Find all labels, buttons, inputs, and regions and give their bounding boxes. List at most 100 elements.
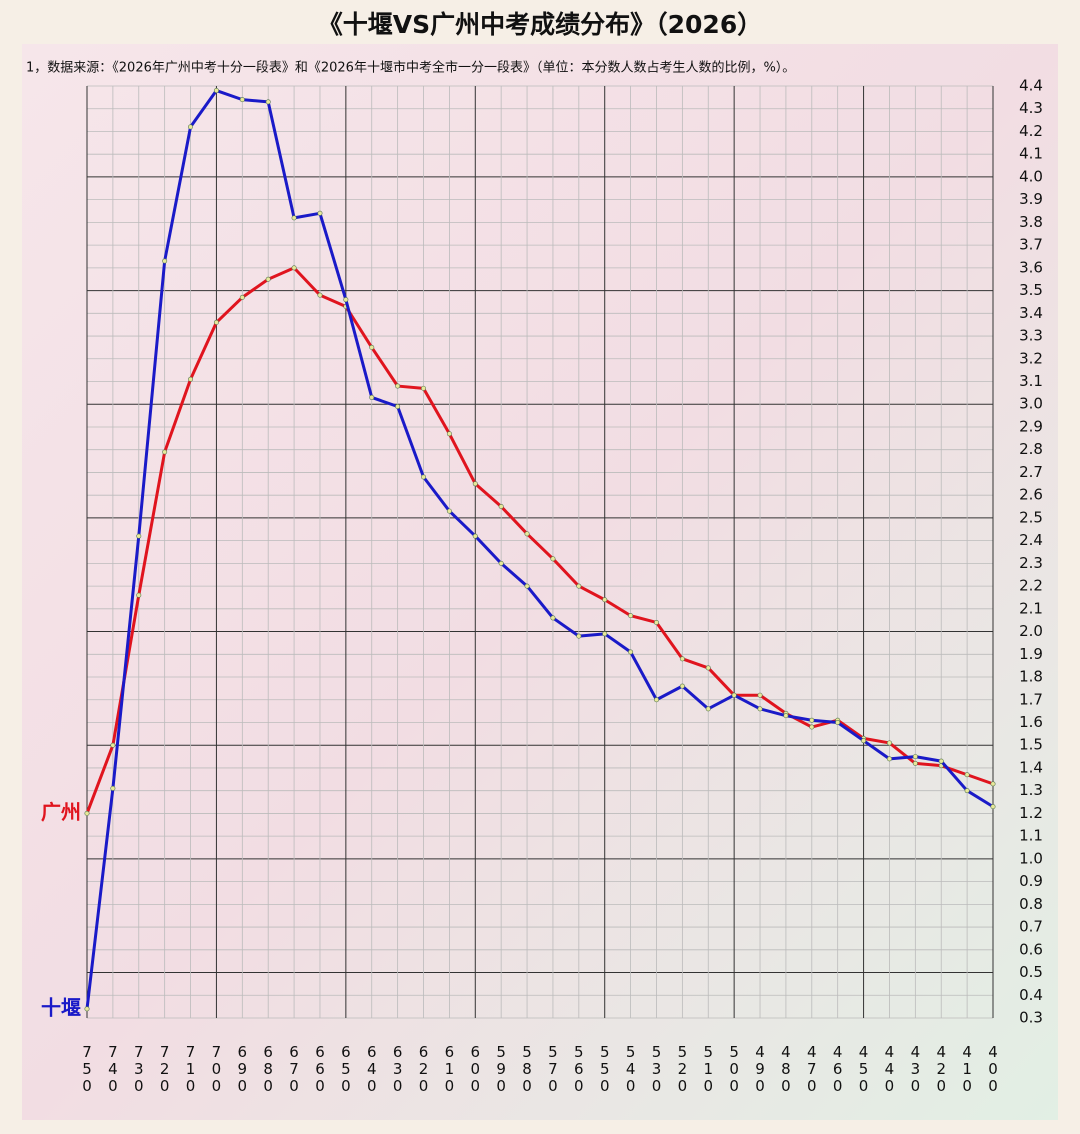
- point: [213, 88, 219, 94]
- point: [498, 560, 504, 566]
- point: [938, 758, 944, 764]
- point: [912, 760, 918, 766]
- plot-background: [22, 44, 1058, 1120]
- point: [421, 385, 427, 391]
- point: [395, 383, 401, 389]
- point: [524, 531, 530, 537]
- point: [964, 788, 970, 794]
- point: [136, 592, 142, 598]
- point: [679, 683, 685, 689]
- point: [628, 613, 634, 619]
- y-tick-label: 2.5: [1019, 508, 1043, 526]
- y-tick-label: 3.8: [1019, 213, 1043, 231]
- point: [524, 583, 530, 589]
- series-label: 广州: [41, 800, 81, 824]
- point: [964, 772, 970, 778]
- series-label: 十堰: [41, 995, 81, 1019]
- y-tick-label: 3.7: [1019, 236, 1043, 254]
- point: [162, 449, 168, 455]
- point: [188, 124, 194, 130]
- point: [265, 276, 271, 282]
- point: [343, 297, 349, 303]
- point: [395, 404, 401, 410]
- point: [550, 615, 556, 621]
- point: [472, 481, 478, 487]
- point: [731, 692, 737, 698]
- y-tick-label: 1.4: [1019, 758, 1043, 776]
- point: [809, 717, 815, 723]
- y-tick-label: 0.6: [1019, 940, 1043, 958]
- point: [162, 258, 168, 264]
- point: [783, 713, 789, 719]
- point: [705, 706, 711, 712]
- point: [110, 742, 116, 748]
- y-tick-label: 4.2: [1019, 122, 1043, 140]
- y-tick-label: 0.8: [1019, 895, 1043, 913]
- point: [912, 754, 918, 760]
- y-tick-label: 2.8: [1019, 440, 1043, 458]
- y-tick-label: 1.2: [1019, 804, 1043, 822]
- y-tick-label: 2.2: [1019, 577, 1043, 595]
- series-line: [85, 266, 994, 814]
- y-tick-label: 2.3: [1019, 554, 1043, 572]
- point: [653, 619, 659, 625]
- point: [421, 474, 427, 480]
- y-tick-label: 3.6: [1019, 258, 1043, 276]
- y-tick-label: 3.3: [1019, 327, 1043, 345]
- point: [886, 756, 892, 762]
- y-tick-label: 2.1: [1019, 599, 1043, 617]
- point: [291, 215, 297, 221]
- point: [602, 597, 608, 603]
- y-tick-label: 2.0: [1019, 622, 1043, 640]
- point: [886, 740, 892, 746]
- point: [550, 556, 556, 562]
- y-tick-label: 2.4: [1019, 531, 1043, 549]
- point: [472, 533, 478, 539]
- point: [446, 508, 452, 514]
- series-line: [85, 89, 994, 1010]
- point: [84, 810, 90, 816]
- point: [679, 656, 685, 662]
- point: [990, 804, 996, 810]
- y-tick-label: 0.9: [1019, 872, 1043, 890]
- y-tick-label: 4.1: [1019, 145, 1043, 163]
- y-tick-label: 1.1: [1019, 827, 1043, 845]
- y-tick-label: 3.9: [1019, 190, 1043, 208]
- point: [602, 631, 608, 637]
- point: [317, 210, 323, 216]
- point: [576, 633, 582, 639]
- point: [757, 706, 763, 712]
- point: [265, 99, 271, 105]
- point: [369, 394, 375, 400]
- point: [757, 692, 763, 698]
- point: [990, 781, 996, 787]
